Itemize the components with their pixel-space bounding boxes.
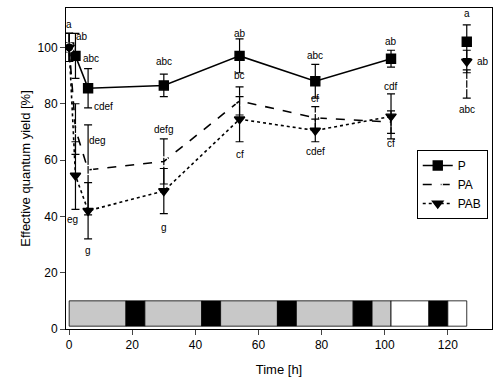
svg-text:0: 0: [66, 338, 73, 352]
svg-text:20: 20: [126, 338, 140, 352]
svg-text:P: P: [458, 159, 466, 173]
svg-text:80: 80: [315, 338, 329, 352]
svg-text:80: 80: [44, 97, 58, 111]
svg-text:0: 0: [51, 322, 58, 336]
svg-text:a: a: [66, 19, 72, 30]
svg-text:eg: eg: [67, 214, 78, 225]
svg-text:g: g: [85, 245, 91, 256]
svg-text:abc: abc: [307, 50, 323, 61]
svg-text:bc: bc: [234, 70, 245, 81]
svg-text:20: 20: [44, 266, 58, 280]
svg-text:cf: cf: [236, 149, 244, 160]
svg-text:PA: PA: [458, 178, 473, 192]
svg-text:ab: ab: [234, 28, 246, 39]
svg-text:40: 40: [189, 338, 203, 352]
svg-text:abc: abc: [459, 104, 475, 115]
svg-text:g: g: [161, 222, 167, 233]
svg-text:cf: cf: [311, 93, 319, 104]
svg-text:cdef: cdef: [94, 101, 113, 112]
svg-text:deg: deg: [89, 135, 106, 146]
svg-text:defg: defg: [154, 124, 173, 135]
svg-text:ab: ab: [477, 56, 489, 67]
svg-text:60: 60: [44, 153, 58, 167]
svg-text:40: 40: [44, 210, 58, 224]
svg-text:a: a: [464, 8, 470, 19]
svg-text:PAB: PAB: [458, 197, 481, 211]
svg-text:cdf: cdf: [384, 81, 398, 92]
svg-text:cdef: cdef: [306, 146, 325, 157]
svg-text:60: 60: [252, 338, 266, 352]
svg-text:abc: abc: [83, 53, 99, 64]
svg-text:Time [h]: Time [h]: [256, 362, 302, 377]
svg-text:120: 120: [438, 338, 458, 352]
svg-text:ab: ab: [76, 31, 88, 42]
svg-text:ab: ab: [385, 36, 397, 47]
svg-text:100: 100: [375, 338, 395, 352]
svg-text:100: 100: [38, 41, 58, 55]
svg-text:cf: cf: [387, 138, 395, 149]
svg-text:abc: abc: [156, 56, 172, 67]
svg-text:Effective quantum yield [%]: Effective quantum yield [%]: [18, 90, 33, 247]
